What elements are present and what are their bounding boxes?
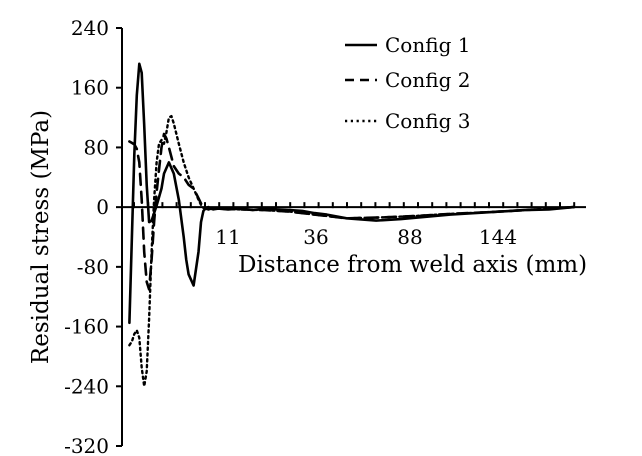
y-tick-label: -80 [77,255,109,279]
y-tick-label: 80 [84,135,109,159]
y-tick-label: -240 [64,374,109,398]
series-line-config-3 [128,114,575,388]
y-axis-title: Residual stress (MPa) [28,110,54,364]
y-tick-label: 240 [71,16,109,40]
x-tick-label: 88 [397,225,422,249]
x-tick-label: 144 [479,225,517,249]
x-tick-label: 11 [215,225,240,249]
y-tick-label: -160 [64,315,109,339]
x-axis-title: Distance from weld axis (mm) [238,252,587,278]
legend-label: Config 3 [385,109,470,133]
y-tick-label: 160 [71,76,109,100]
axes-layer [121,28,586,446]
series-layer [128,62,576,388]
y-tick-label: -320 [64,434,109,456]
legend: Config 1 Config 2 Config 3 [345,33,470,133]
legend-label: Config 1 [385,33,470,57]
y-tick-label: 0 [96,195,109,219]
y-ticks-layer: 240 160 80 0 -80 -160 -240 -320 [64,16,122,456]
legend-label: Config 2 [385,68,470,92]
x-ticks-layer: 11 36 88 144 [133,202,576,249]
x-tick-label: 36 [303,225,328,249]
